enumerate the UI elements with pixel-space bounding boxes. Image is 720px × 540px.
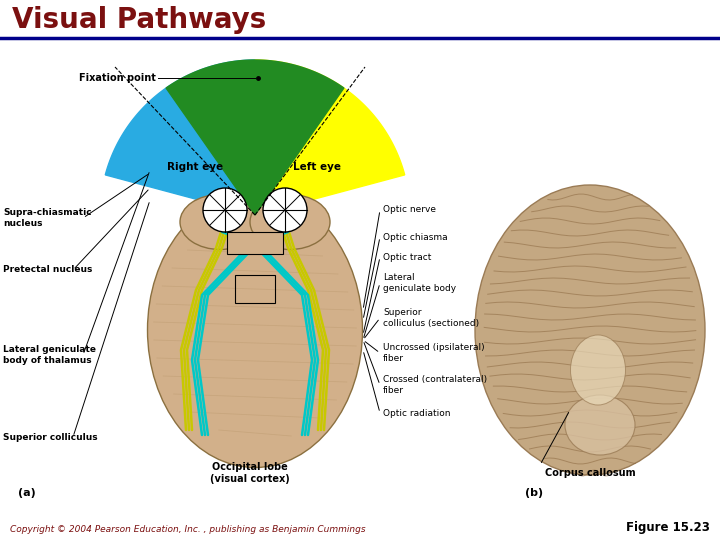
Polygon shape [255,60,405,215]
Text: Pretectal nucleus: Pretectal nucleus [3,266,92,274]
Text: Fixation point: Fixation point [79,73,156,83]
Text: Superior colliculus: Superior colliculus [3,433,98,442]
Text: Superior
colliculus (sectioned): Superior colliculus (sectioned) [383,308,479,328]
Text: Optic tract: Optic tract [383,253,431,261]
Text: (b): (b) [525,488,543,498]
FancyBboxPatch shape [227,232,283,254]
Ellipse shape [250,194,330,249]
Text: Copyright © 2004 Pearson Education, Inc. , publishing as Benjamin Cummings: Copyright © 2004 Pearson Education, Inc.… [10,525,366,534]
Text: Crossed (contralateral)
fiber: Crossed (contralateral) fiber [383,375,487,395]
Text: Lateral geniculate
body of thalamus: Lateral geniculate body of thalamus [3,345,96,365]
Text: (a): (a) [18,488,36,498]
Text: Optic radiation: Optic radiation [383,408,451,417]
Circle shape [263,188,307,232]
Text: Occipital lobe
(visual cortex): Occipital lobe (visual cortex) [210,462,290,484]
Text: Figure 15.23: Figure 15.23 [626,521,710,534]
Ellipse shape [180,194,260,249]
Text: Optic nerve: Optic nerve [383,206,436,214]
Polygon shape [166,60,344,215]
Text: Lateral
geniculate body: Lateral geniculate body [383,273,456,293]
Text: Visual Pathways: Visual Pathways [12,6,266,34]
Text: Right eye: Right eye [167,162,223,172]
Circle shape [203,188,247,232]
Text: Corpus callosum: Corpus callosum [545,468,635,478]
Text: Optic chiasma: Optic chiasma [383,233,448,241]
Ellipse shape [565,395,635,455]
Ellipse shape [570,335,626,405]
Ellipse shape [475,185,705,475]
Text: Supra-chiasmatic
nucleus: Supra-chiasmatic nucleus [3,208,91,228]
Text: Uncrossed (ipsilateral)
fiber: Uncrossed (ipsilateral) fiber [383,343,485,363]
Text: Left eye: Left eye [293,162,341,172]
Polygon shape [105,60,255,215]
Ellipse shape [148,192,362,468]
